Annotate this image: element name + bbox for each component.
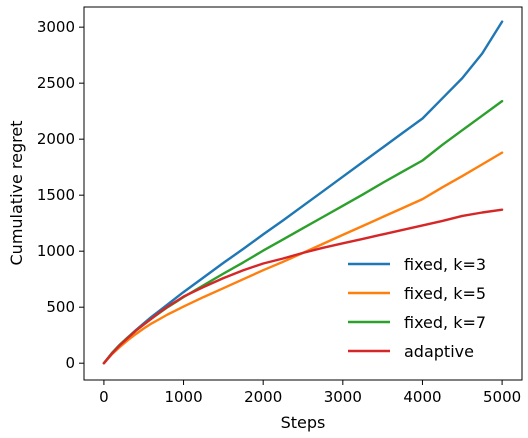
y-tick-label: 1000 bbox=[37, 242, 75, 260]
x-tick-label: 3000 bbox=[324, 388, 362, 406]
plot-frame bbox=[83, 6, 523, 381]
legend-label-3: adaptive bbox=[404, 342, 474, 361]
y-tick-label: 2000 bbox=[37, 130, 75, 148]
legend-label-0: fixed, k=3 bbox=[404, 255, 486, 274]
y-tick-label: 2500 bbox=[37, 74, 75, 92]
x-tick-label: 0 bbox=[99, 388, 109, 406]
legend-label-2: fixed, k=7 bbox=[404, 313, 486, 332]
x-tick-label: 4000 bbox=[403, 388, 441, 406]
x-tick-label: 5000 bbox=[483, 388, 521, 406]
y-tick-label: 3000 bbox=[37, 18, 75, 36]
x-axis-ticks: 0 1000 2000 3000 4000 5000 bbox=[99, 380, 521, 406]
y-tick-label: 0 bbox=[65, 354, 75, 372]
x-tick-label: 2000 bbox=[244, 388, 282, 406]
series-lines bbox=[102, 20, 504, 365]
x-axis-label: Steps bbox=[281, 413, 326, 432]
series-line-1 bbox=[102, 151, 504, 365]
x-tick-label: 1000 bbox=[164, 388, 202, 406]
y-axis-label: Cumulative regret bbox=[7, 121, 26, 266]
series-line-3 bbox=[102, 208, 504, 365]
series-line-0 bbox=[102, 20, 504, 365]
y-tick-label: 1500 bbox=[37, 186, 75, 204]
y-tick-label: 500 bbox=[46, 298, 75, 316]
legend: fixed, k=3 fixed, k=5 fixed, k=7 adaptive bbox=[348, 255, 486, 361]
legend-label-1: fixed, k=5 bbox=[404, 284, 486, 303]
y-axis-ticks: 0 500 1000 1500 2000 2500 3000 bbox=[37, 18, 84, 372]
